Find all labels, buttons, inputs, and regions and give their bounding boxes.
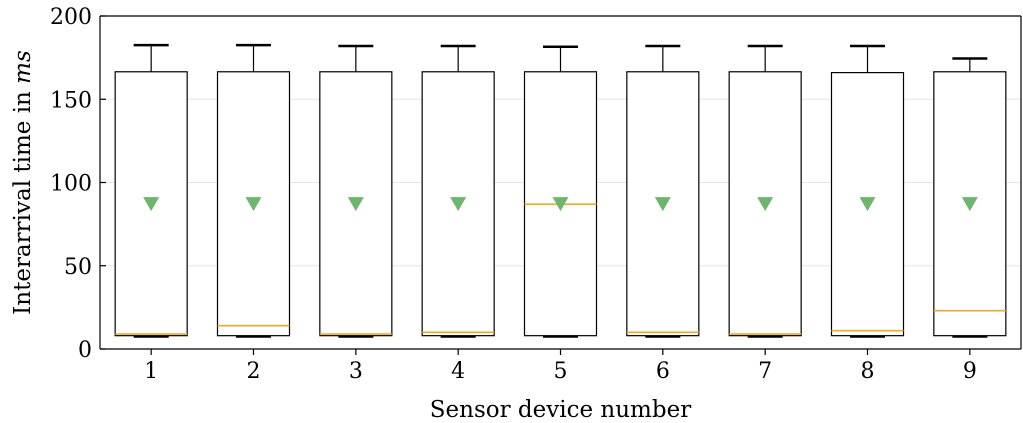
x-tick-label: 5 [554,359,568,384]
x-tick-label: 8 [861,359,875,384]
mean-marker [859,197,876,212]
box-6 [626,44,700,338]
mean-marker [450,197,467,212]
box-7 [728,44,802,338]
y-tick-label: 150 [50,88,92,113]
y-tick-label: 200 [50,5,92,30]
box-8 [830,44,905,338]
box-3 [319,44,393,338]
box-1 [114,43,188,338]
box-5 [523,45,598,338]
x-axis-label: Sensor device number [430,397,691,423]
x-tick-label: 2 [247,359,261,384]
mean-marker [143,197,160,212]
mean-marker [552,197,569,212]
y-axis-label-unit: ms [10,50,36,84]
x-tick-label: 9 [963,359,977,384]
box-4 [421,44,495,338]
mean-marker [245,197,262,212]
box-9 [933,57,1007,338]
x-tick-label: 7 [758,359,772,384]
mean-marker [961,197,978,212]
x-tick-label: 1 [144,359,158,384]
axes-group [99,15,1022,355]
x-tick-label: 4 [451,359,465,384]
x-tick-label: 6 [656,359,670,384]
x-tick-label: 3 [349,359,363,384]
mean-marker [654,197,671,212]
y-tick-label: 100 [50,172,92,197]
box-2 [216,43,291,338]
mean-marker [347,197,364,212]
tick-labels-group: 0 50 100 150 200 1 2 3 4 5 6 7 8 9 [50,5,977,384]
y-axis-label: Interarrival time in ms [10,50,36,315]
y-tick-label: 50 [64,255,92,280]
y-axis-label-text: Interarrival time in [10,84,36,315]
mean-marker [757,197,774,212]
y-tick-label: 0 [78,338,92,363]
boxes-group [114,43,1007,338]
